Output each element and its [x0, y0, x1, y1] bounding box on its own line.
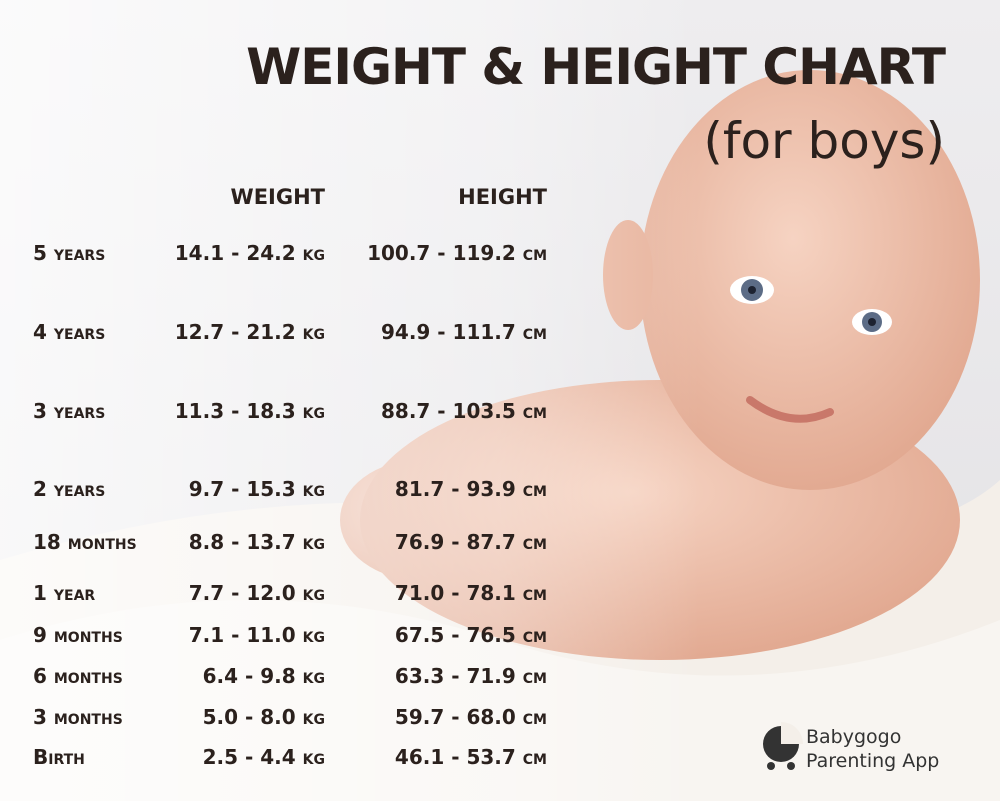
weight-range: 5.0 - 8.0 kg	[202, 705, 325, 729]
height-range: 46.1 - 53.7 cm	[394, 745, 547, 769]
height-range: 81.7 - 93.9 cm	[394, 477, 547, 501]
age-label: 3 years	[33, 399, 106, 423]
weight-range: 7.1 - 11.0 kg	[188, 623, 325, 647]
height-range: 94.9 - 111.7 cm	[380, 320, 547, 344]
weight-range: 11.3 - 18.3 kg	[174, 399, 325, 423]
brand-name: Babygogo	[806, 726, 902, 748]
age-label: 3 months	[33, 705, 123, 729]
subtitle: (for boys)	[703, 112, 945, 170]
column-header: WEIGHT	[230, 185, 325, 209]
weight-range: 12.7 - 21.2 kg	[174, 320, 325, 344]
weight-range: 6.4 - 9.8 kg	[202, 664, 325, 688]
brand-logo	[763, 722, 803, 770]
weight-range: 8.8 - 13.7 kg	[188, 530, 325, 554]
age-label: 5 years	[33, 241, 106, 265]
height-range: 59.7 - 68.0 cm	[394, 705, 547, 729]
height-range: 100.7 - 119.2 cm	[367, 241, 547, 265]
weight-range: 9.7 - 15.3 kg	[188, 477, 325, 501]
age-label: 1 year	[33, 581, 96, 605]
age-label: 2 years	[33, 477, 106, 501]
age-label: Birth	[33, 745, 85, 769]
age-label: 4 years	[33, 320, 106, 344]
height-range: 63.3 - 71.9 cm	[394, 664, 547, 688]
column-header: HEIGHT	[458, 185, 547, 209]
height-range: 67.5 - 76.5 cm	[394, 623, 547, 647]
height-range: 71.0 - 78.1 cm	[394, 581, 547, 605]
title: WEIGHT & HEIGHT CHART	[246, 38, 946, 96]
weight-range: 2.5 - 4.4 kg	[202, 745, 325, 769]
height-range: 76.9 - 87.7 cm	[394, 530, 547, 554]
age-label: 18 months	[33, 530, 137, 554]
age-label: 6 months	[33, 664, 123, 688]
brand-tagline: Parenting App	[806, 750, 940, 772]
age-label: 9 months	[33, 623, 123, 647]
height-range: 88.7 - 103.5 cm	[380, 399, 547, 423]
weight-range: 7.7 - 12.0 kg	[188, 581, 325, 605]
weight-range: 14.1 - 24.2 kg	[174, 241, 325, 265]
